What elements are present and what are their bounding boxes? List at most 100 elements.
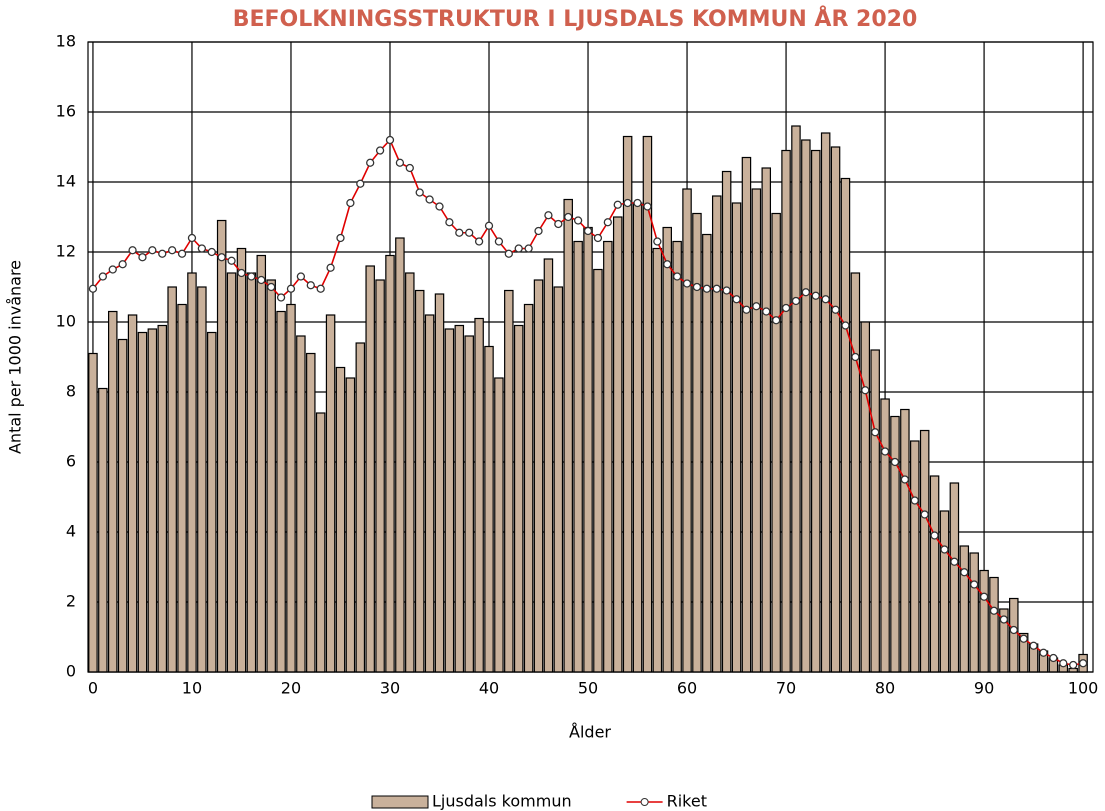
line-marker	[851, 352, 860, 362]
line-marker	[663, 260, 672, 269]
line-marker	[890, 457, 900, 467]
bar	[335, 366, 346, 673]
x-tick-label: 20	[281, 679, 301, 698]
bar	[563, 198, 573, 673]
line-marker	[682, 279, 692, 288]
bar	[632, 202, 643, 673]
bar	[593, 268, 603, 673]
bar	[850, 272, 861, 673]
y-tick-label: 16	[56, 102, 76, 121]
bar	[1009, 597, 1019, 673]
bar	[870, 349, 880, 673]
line-marker	[999, 615, 1009, 624]
line-marker	[435, 202, 444, 211]
y-tick-label: 10	[56, 312, 76, 331]
line-marker	[494, 237, 504, 246]
line-marker	[930, 531, 939, 540]
line-marker	[395, 158, 405, 167]
line-marker	[910, 496, 919, 505]
line-marker	[1039, 648, 1048, 657]
line-marker	[564, 212, 573, 222]
bar	[157, 324, 168, 673]
bar	[414, 289, 425, 673]
line-marker	[554, 219, 563, 229]
bar	[771, 212, 781, 673]
bar	[197, 286, 207, 673]
bar	[989, 576, 999, 673]
line-marker	[524, 244, 533, 253]
bar	[979, 569, 989, 673]
line-marker	[465, 228, 474, 237]
x-tick-label: 60	[677, 679, 697, 698]
chart-title: BEFOLKNINGSSTRUKTUR I LJUSDALS KOMMUN ÅR…	[233, 6, 918, 32]
x-tick-label: 10	[182, 679, 202, 698]
line-marker	[455, 228, 464, 237]
bar	[107, 310, 118, 673]
bar	[98, 387, 108, 673]
bar	[276, 310, 286, 673]
line-marker	[752, 302, 761, 311]
line-marker	[821, 295, 830, 304]
line-marker	[732, 295, 741, 304]
y-tick-label: 18	[56, 32, 76, 51]
y-tick-label: 4	[66, 522, 76, 541]
line-marker	[880, 447, 890, 456]
bar	[464, 335, 474, 673]
bar	[306, 352, 316, 673]
line-marker	[653, 237, 662, 246]
x-tick-label: 90	[974, 679, 994, 698]
line-marker	[138, 253, 147, 262]
line-marker	[445, 218, 454, 227]
line-marker	[920, 510, 929, 519]
bar	[88, 352, 98, 673]
y-tick-label: 12	[56, 242, 76, 261]
line-marker	[346, 198, 355, 208]
y-tick-label: 14	[56, 172, 76, 191]
line-marker	[237, 268, 246, 278]
line-marker	[692, 282, 702, 292]
line-marker	[326, 263, 335, 272]
line-marker	[623, 198, 632, 208]
line-marker	[207, 247, 216, 257]
line-marker	[960, 568, 969, 577]
x-tick-label: 70	[776, 679, 796, 698]
bar	[721, 170, 732, 673]
bar	[751, 188, 762, 673]
bar	[355, 342, 366, 673]
line-marker	[801, 288, 811, 297]
bar	[484, 345, 494, 673]
line-marker	[405, 163, 414, 173]
bar	[533, 279, 544, 673]
y-axis-label: Antal per 1000 invånare	[6, 260, 25, 454]
line-marker	[940, 545, 949, 554]
bar	[692, 212, 702, 673]
bar	[315, 412, 326, 673]
bar	[147, 328, 158, 673]
line-marker	[593, 233, 603, 243]
bar	[801, 139, 811, 673]
line-marker	[672, 272, 682, 281]
line-marker	[742, 305, 751, 314]
line-marker	[861, 386, 870, 395]
bar	[612, 216, 623, 673]
x-tick-label: 30	[380, 679, 400, 698]
bar	[256, 254, 267, 673]
line-marker	[979, 592, 989, 601]
line-marker	[267, 282, 276, 292]
line-marker	[158, 249, 167, 258]
bar	[652, 247, 663, 673]
bar	[900, 408, 910, 673]
line-marker	[989, 606, 999, 615]
line-marker	[762, 307, 771, 316]
legend-label: Ljusdals kommun	[432, 792, 572, 811]
bar	[959, 545, 970, 673]
bar	[246, 272, 257, 673]
line-marker	[128, 246, 137, 255]
bar	[424, 314, 435, 673]
x-axis-label: Ålder	[569, 723, 611, 742]
bar	[167, 286, 177, 673]
bar	[910, 440, 920, 673]
line-marker	[415, 188, 424, 197]
line-marker	[227, 256, 236, 265]
